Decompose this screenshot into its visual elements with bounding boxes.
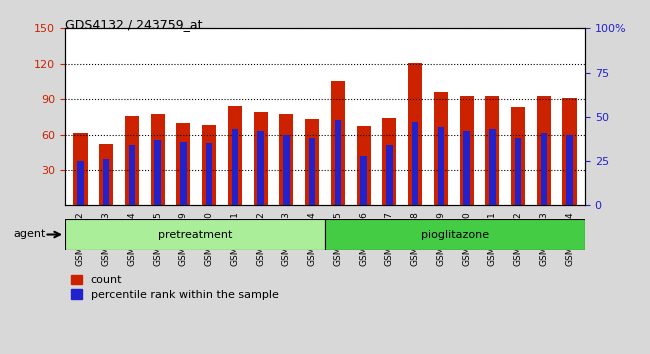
Bar (151, 114, 164, 205)
Bar (257, 131, 264, 205)
Bar (486, 96, 499, 205)
Bar (434, 92, 448, 205)
Bar (331, 81, 345, 205)
Text: pretreatment: pretreatment (158, 229, 232, 240)
Bar (254, 112, 268, 205)
Bar (537, 96, 551, 205)
Bar (335, 120, 341, 205)
Bar (65, 219, 325, 250)
Bar (77, 161, 84, 205)
Bar (73, 133, 88, 205)
Bar (437, 127, 444, 205)
Bar (103, 159, 109, 205)
Bar (412, 122, 419, 205)
Bar (180, 142, 187, 205)
Bar (325, 219, 585, 250)
Bar (460, 96, 474, 205)
Bar (463, 131, 470, 205)
Bar (360, 156, 367, 205)
Bar (408, 63, 422, 205)
Bar (566, 135, 573, 205)
Bar (176, 123, 190, 205)
Bar (202, 125, 216, 205)
Bar (155, 140, 161, 205)
Text: agent: agent (13, 229, 46, 239)
Bar (280, 114, 293, 205)
Bar (309, 138, 315, 205)
Bar (489, 129, 495, 205)
Bar (386, 145, 393, 205)
Bar (231, 129, 238, 205)
Bar (129, 145, 135, 205)
Legend: count, percentile rank within the sample: count, percentile rank within the sample (71, 275, 278, 300)
Bar (99, 144, 113, 205)
Bar (541, 133, 547, 205)
Bar (515, 138, 521, 205)
Text: pioglitazone: pioglitazone (421, 229, 489, 240)
Bar (511, 107, 525, 205)
Bar (227, 106, 242, 205)
Bar (562, 98, 577, 205)
Bar (305, 119, 319, 205)
Bar (382, 118, 396, 205)
Bar (357, 126, 370, 205)
Text: GDS4132 / 243759_at: GDS4132 / 243759_at (65, 18, 203, 31)
Bar (206, 143, 213, 205)
Bar (283, 135, 290, 205)
Bar (125, 116, 139, 205)
